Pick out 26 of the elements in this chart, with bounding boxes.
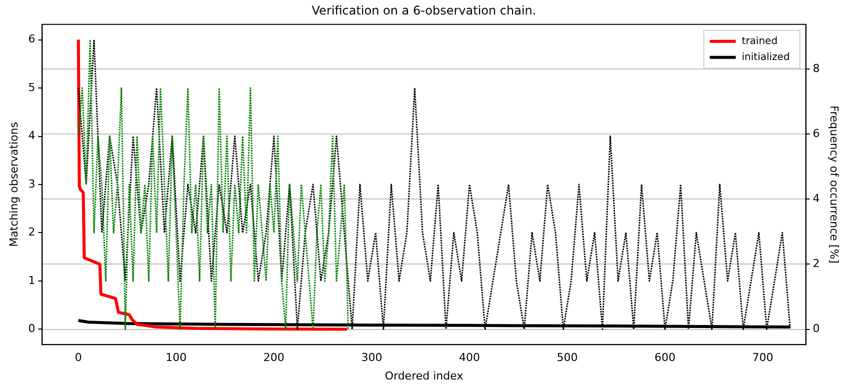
x-tick-label: 200	[263, 351, 284, 364]
x-tick-label: 700	[752, 351, 774, 364]
y-axis-title: Matching observations	[7, 122, 20, 247]
x-tick-label: 100	[166, 351, 187, 364]
y-tick-label: 4	[28, 129, 36, 142]
legend-label: initialized	[742, 52, 790, 63]
x-axis-title: Ordered index	[384, 369, 464, 382]
y-tick-label: 6	[28, 32, 36, 46]
y-tick-label: 3	[28, 177, 36, 190]
y2-axis-title: Frequency of occurrence [%]	[828, 106, 841, 264]
y2-tick-label: 0	[812, 322, 820, 336]
y-tick-label: 0	[28, 322, 36, 336]
x-tick-label: 0	[74, 351, 82, 364]
y2-tick-label: 2	[812, 257, 820, 270]
y2-tick-label: 6	[812, 126, 820, 140]
x-tick-label: 300	[361, 351, 382, 364]
y2-tick-label: 8	[812, 62, 820, 75]
y-tick-label: 1	[28, 274, 36, 287]
y2-tick-label: 4	[812, 192, 820, 206]
chart-title: Verification on a 6-observation chain.	[312, 3, 536, 18]
x-tick-label: 400	[458, 351, 480, 364]
y-tick-label: 5	[28, 80, 36, 94]
legend-label: trained	[742, 36, 778, 47]
y-tick-label: 2	[28, 226, 36, 239]
x-tick-label: 500	[556, 351, 578, 364]
x-tick-label: 600	[654, 351, 676, 364]
